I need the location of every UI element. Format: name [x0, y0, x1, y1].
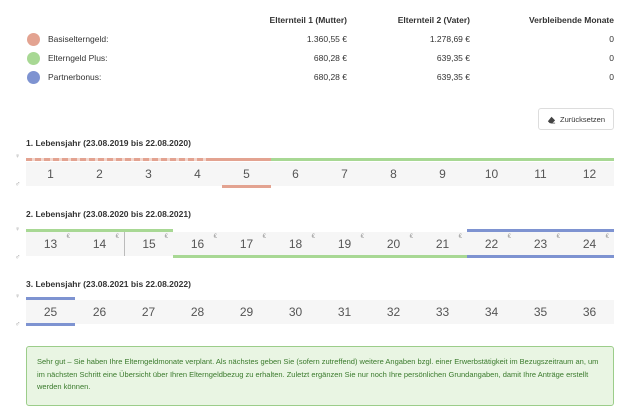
euro-icon: €: [507, 234, 511, 240]
euro-icon: €: [66, 234, 70, 240]
month-cell[interactable]: 6: [292, 167, 299, 181]
euro-icon: €: [311, 234, 315, 240]
month-cell[interactable]: 24 €: [582, 234, 609, 251]
month-cell[interactable]: 26: [92, 305, 107, 319]
parent-1-plus-bar: [26, 229, 173, 232]
month-cell[interactable]: 14 €: [92, 234, 119, 251]
month-cell[interactable]: 10: [484, 167, 499, 181]
month-cell[interactable]: 32: [386, 305, 401, 319]
plus-color-dot: [27, 52, 40, 65]
month-cell[interactable]: 4: [194, 167, 201, 181]
year-2-title: 2. Lebensjahr (23.08.2020 bis 22.08.2021…: [26, 209, 191, 219]
bar-hatching: [26, 158, 206, 161]
year-1-months: 1 2 3 4 5 6 7 8 9 10 11 12: [26, 162, 614, 186]
summary-value-remaining: 0: [609, 34, 614, 44]
month-cell[interactable]: 2: [96, 167, 103, 181]
euro-icon: €: [164, 234, 168, 240]
summary-table: Elternteil 1 (Mutter) Elternteil 2 (Vate…: [0, 0, 640, 100]
euro-icon: €: [262, 234, 266, 240]
reset-button-label: Zurücksetzen: [559, 114, 606, 124]
month-cell[interactable]: 31: [337, 305, 352, 319]
header-parent-1: Elternteil 1 (Mutter): [269, 15, 347, 25]
summary-value-parent-1: 1.360,55 €: [306, 34, 347, 44]
summary-value-parent-2: 1.278,69 €: [429, 34, 470, 44]
month-cell[interactable]: 28: [190, 305, 205, 319]
father-icon: ♂: [15, 181, 21, 188]
month-cell[interactable]: 9: [439, 167, 446, 181]
header-remaining: Verbleibende Monate: [528, 15, 614, 25]
month-cell[interactable]: 7: [341, 167, 348, 181]
mother-icon: ♀: [15, 293, 21, 300]
summary-row-plus: Elterngeld Plus: 680,28 € 639,35 € 0: [0, 52, 640, 68]
month-cell[interactable]: 18 €: [288, 234, 315, 251]
month-cell[interactable]: 25: [43, 305, 58, 319]
euro-icon: €: [213, 234, 217, 240]
mother-icon: ♀: [15, 153, 21, 160]
month-cell[interactable]: 16 €: [190, 234, 217, 251]
euro-icon: €: [458, 234, 462, 240]
year-3-months: 25 26 27 28 29 30 31 32 33 34 35 36: [26, 300, 614, 324]
parent-1-plus-bar: [271, 158, 614, 161]
summary-value-parent-2: 639,35 €: [436, 72, 470, 82]
month-cell[interactable]: 23 €: [533, 234, 560, 251]
father-icon: ♂: [15, 254, 21, 261]
month-cell[interactable]: 20 €: [386, 234, 413, 251]
parent-2-basis-bar: [222, 185, 271, 188]
month-cell[interactable]: 29: [239, 305, 254, 319]
parent-1-bonus-bar: [467, 229, 614, 232]
month-cell[interactable]: 12: [582, 167, 597, 181]
month-cell[interactable]: 19 €: [337, 234, 364, 251]
month-cell[interactable]: 27: [141, 305, 156, 319]
month-cell[interactable]: 21 €: [435, 234, 462, 251]
summary-value-parent-1: 680,28 €: [313, 53, 347, 63]
month-cell[interactable]: 5: [243, 167, 250, 181]
month-cell[interactable]: 30: [288, 305, 303, 319]
month-cell[interactable]: 11: [534, 167, 547, 181]
summary-label: Basiselterngeld:: [48, 34, 109, 44]
parent-2-plus-bar: [173, 255, 467, 258]
month-cell[interactable]: 17 €: [239, 234, 266, 251]
month-cell[interactable]: 33: [435, 305, 450, 319]
parent-2-bonus-bar: [467, 255, 614, 258]
month-cell[interactable]: 8: [390, 167, 397, 181]
year-3-title: 3. Lebensjahr (23.08.2021 bis 22.08.2022…: [26, 279, 191, 289]
summary-value-parent-1: 680,28 €: [313, 72, 347, 82]
month-cell[interactable]: 36: [582, 305, 597, 319]
month-cell[interactable]: 1: [47, 167, 54, 181]
month-cell[interactable]: 15 €: [124, 232, 173, 256]
basis-color-dot: [27, 33, 40, 46]
bonus-color-dot: [27, 71, 40, 84]
summary-value-parent-2: 639,35 €: [436, 53, 470, 63]
summary-label: Partnerbonus:: [48, 72, 102, 82]
month-cell[interactable]: 3: [145, 167, 152, 181]
father-icon: ♂: [15, 321, 21, 328]
summary-row-bonus: Partnerbonus: 680,28 € 639,35 € 0: [0, 71, 640, 87]
success-alert: Sehr gut – Sie haben Ihre Elterngeldmona…: [26, 346, 614, 406]
month-cell[interactable]: 13 €: [43, 234, 70, 251]
parent-1-bonus-bar: [26, 297, 75, 300]
year-1-title: 1. Lebensjahr (23.08.2019 bis 22.08.2020…: [26, 138, 191, 148]
summary-value-remaining: 0: [609, 72, 614, 82]
month-cell[interactable]: 34: [484, 305, 499, 319]
parent-2-bonus-bar: [26, 323, 75, 326]
summary-label: Elterngeld Plus:: [48, 53, 108, 63]
summary-row-basis: Basiselterngeld: 1.360,55 € 1.278,69 € 0: [0, 33, 640, 49]
euro-icon: €: [409, 234, 413, 240]
month-cell[interactable]: 35: [533, 305, 548, 319]
euro-icon: €: [605, 234, 609, 240]
header-parent-2: Elternteil 2 (Vater): [397, 15, 470, 25]
summary-value-remaining: 0: [609, 53, 614, 63]
euro-icon: €: [556, 234, 560, 240]
euro-icon: €: [360, 234, 364, 240]
mother-icon: ♀: [15, 226, 21, 233]
reset-button[interactable]: Zurücksetzen: [538, 108, 614, 130]
eraser-icon: [547, 116, 556, 123]
month-cell[interactable]: 22 €: [484, 234, 511, 251]
euro-icon: €: [115, 234, 119, 240]
year-2-months: 13 € 14 € 15 € 16 € 17 € 18 € 19 € 20 € 21 € 22 € …: [26, 232, 614, 256]
